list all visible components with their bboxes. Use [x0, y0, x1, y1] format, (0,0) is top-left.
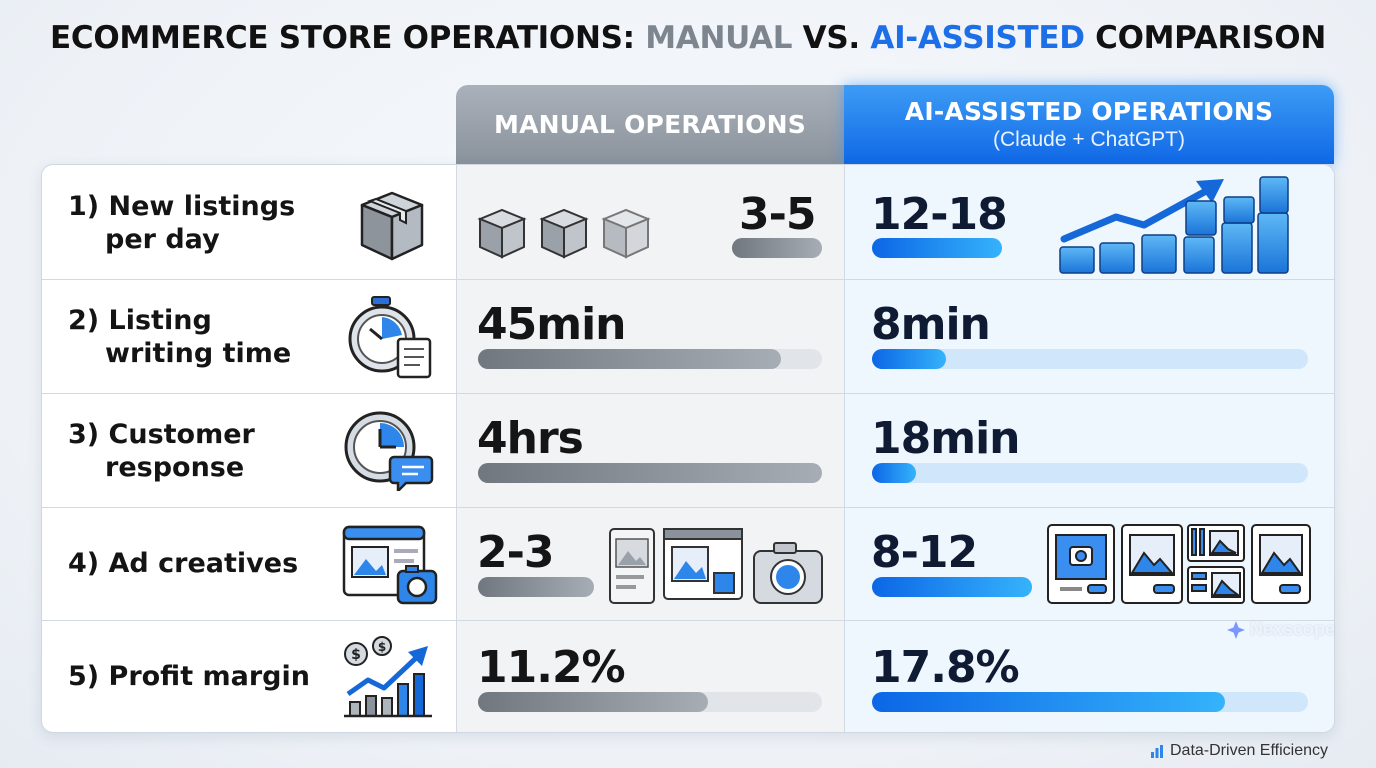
profit-chart-icon: $ $ [344, 636, 432, 718]
stopwatch-document-icon [348, 296, 432, 379]
row-label: 4) Ad creatives [68, 548, 299, 579]
ai-bar [872, 349, 1308, 369]
ai-column-header: AI-ASSISTED OPERATIONS (Claude + ChatGPT… [844, 85, 1334, 164]
manual-bar [478, 463, 822, 483]
table-row: 2) Listing writing time 45min 8min [42, 279, 1334, 393]
manual-value: 11.2% [477, 642, 626, 693]
row-label: 5) Profit margin [68, 661, 310, 692]
ai-ad-icons [1047, 524, 1311, 604]
table-row: 5) Profit margin $ $ 11.2% 17.8% [42, 620, 1334, 732]
footer-caption: Data-Driven Efficiency [1150, 742, 1328, 760]
clock-chat-icon [344, 411, 434, 491]
ai-bar [872, 238, 1002, 258]
manual-bar [478, 577, 594, 597]
box-icon [539, 208, 589, 259]
ai-bar [872, 463, 1308, 483]
manual-ad-icons [609, 528, 823, 604]
manual-value: 2-3 [477, 527, 554, 578]
box-icon [477, 208, 527, 259]
svg-text:$: $ [378, 640, 386, 654]
box-icon [601, 208, 651, 259]
page-title: ECOMMERCE STORE OPERATIONS: MANUAL VS. A… [50, 20, 1326, 56]
row-label: 3) Customer response [68, 419, 255, 483]
box-icon [360, 191, 424, 261]
ai-value: 18min [871, 413, 1020, 464]
table-row: 1) New listings per day [42, 165, 1334, 279]
ai-bar [872, 692, 1308, 712]
watermark: Nexscope [1226, 619, 1335, 640]
ai-value: 8-12 [871, 527, 978, 578]
table-row: 3) Customer response 4hrs 18min [42, 393, 1334, 507]
ai-value: 12-18 [871, 189, 1008, 240]
manual-bar [478, 349, 822, 369]
row-label: 1) New listings per day [68, 191, 296, 255]
manual-value: 3-5 [739, 189, 816, 240]
ai-value: 8min [871, 299, 991, 350]
svg-text:$: $ [351, 647, 361, 663]
growth-boxes-icon [1059, 176, 1289, 274]
manual-value: 45min [477, 299, 626, 350]
star-logo-icon [1227, 620, 1245, 639]
manual-column-header: MANUAL OPERATIONS [456, 85, 844, 164]
row-label: 2) Listing writing time [68, 305, 292, 369]
manual-bar [478, 692, 822, 712]
ai-value: 17.8% [871, 642, 1020, 693]
ad-image-camera-icon [342, 525, 438, 605]
bar-chart-icon [1151, 745, 1163, 758]
manual-bar [732, 238, 822, 258]
table-row: 4) Ad creatives 2-3 [42, 507, 1334, 621]
ai-bar [872, 577, 1032, 597]
manual-value: 4hrs [477, 413, 584, 464]
comparison-table: 1) New listings per day [41, 164, 1335, 733]
